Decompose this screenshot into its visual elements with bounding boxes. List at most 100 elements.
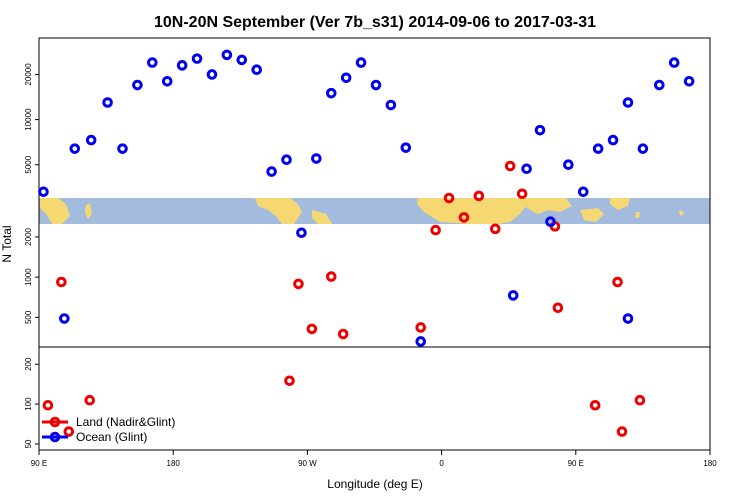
land-point bbox=[516, 188, 528, 200]
ocean-point bbox=[563, 159, 574, 171]
chart-title: 10N-20N September (Ver 7b_s31) 2014-09-0… bbox=[154, 14, 596, 31]
land-point bbox=[552, 302, 564, 314]
land-point bbox=[489, 223, 501, 235]
x-tick-label: 90 E bbox=[568, 459, 584, 468]
x-tick-label: 90 E bbox=[31, 459, 47, 468]
legend-ocean-label: Ocean (Glint) bbox=[76, 430, 147, 444]
x-tick-label: 90 W bbox=[298, 459, 317, 468]
ocean-point bbox=[296, 227, 307, 239]
x-axis-label: Longitude (deg E) bbox=[327, 477, 422, 491]
y-tick-label: 200 bbox=[24, 357, 33, 371]
ocean-point bbox=[668, 57, 680, 68]
ocean-point bbox=[385, 99, 397, 111]
x-tick-label: 180 bbox=[167, 459, 181, 468]
land-point bbox=[306, 323, 318, 335]
ocean-point bbox=[206, 69, 218, 80]
ocean-point bbox=[400, 142, 412, 153]
ocean-point bbox=[161, 76, 173, 87]
map-land bbox=[312, 210, 332, 224]
land-point bbox=[443, 192, 455, 204]
legend-land-marker bbox=[49, 416, 61, 428]
data-points bbox=[38, 49, 695, 437]
ocean-point bbox=[132, 79, 143, 91]
ocean-point bbox=[147, 57, 158, 68]
ocean-point bbox=[607, 134, 619, 146]
land-point bbox=[56, 276, 67, 288]
land-point bbox=[42, 399, 54, 411]
ocean-point bbox=[340, 72, 352, 84]
y-axis-label: N Total bbox=[0, 225, 14, 262]
y-tick-label: 2000 bbox=[24, 227, 33, 245]
plot-frame bbox=[38, 37, 711, 451]
ocean-point bbox=[370, 79, 382, 91]
ocean-point bbox=[683, 76, 695, 87]
ocean-point bbox=[221, 49, 233, 61]
x-tick-label: 0 bbox=[439, 459, 444, 468]
ocean-point bbox=[266, 166, 277, 177]
y-tick-label: 1000 bbox=[24, 268, 33, 286]
ocean-point bbox=[545, 216, 556, 228]
land-point bbox=[430, 224, 441, 236]
y-tick-label: 10000 bbox=[24, 108, 33, 131]
ocean-point bbox=[577, 186, 589, 198]
ocean-point bbox=[117, 143, 128, 154]
map-band bbox=[39, 198, 710, 224]
map-land bbox=[520, 198, 572, 214]
ocean-point bbox=[622, 97, 634, 108]
land-point bbox=[63, 426, 75, 437]
map-land bbox=[417, 198, 526, 224]
map-land bbox=[580, 208, 604, 222]
ocean-point bbox=[281, 154, 292, 166]
land-point bbox=[84, 394, 95, 406]
ocean-point bbox=[311, 153, 322, 164]
map-land bbox=[40, 198, 70, 224]
x-axis: 90 E 180 90 W 0 90 E 180 bbox=[31, 450, 717, 468]
land-point bbox=[284, 375, 295, 387]
map-land bbox=[85, 203, 92, 219]
y-axis: 5000 10000 20000 500 1000 2000 50 100 200 bbox=[24, 63, 39, 448]
land-point bbox=[504, 160, 516, 172]
ocean-point bbox=[251, 64, 263, 76]
ocean-point bbox=[355, 57, 367, 68]
land-point bbox=[415, 322, 427, 333]
ocean-point bbox=[85, 134, 97, 146]
ocean-point bbox=[507, 290, 519, 301]
y-tick-label: 500 bbox=[24, 310, 33, 324]
land-point bbox=[612, 276, 623, 288]
ocean-point bbox=[622, 313, 634, 324]
land-point bbox=[589, 399, 601, 411]
ocean-point bbox=[236, 54, 248, 66]
ocean-point bbox=[637, 143, 649, 154]
land-point bbox=[473, 190, 485, 202]
land-point bbox=[325, 271, 337, 282]
land-point bbox=[458, 212, 470, 223]
land-point bbox=[293, 278, 304, 290]
ocean-point bbox=[176, 60, 188, 71]
y-tick-label: 50 bbox=[24, 439, 33, 448]
map-land bbox=[610, 198, 630, 210]
ocean-point bbox=[592, 143, 604, 154]
land-point bbox=[634, 394, 646, 406]
ocean-point bbox=[191, 53, 203, 64]
ocean-point bbox=[415, 336, 427, 347]
land-point bbox=[337, 328, 349, 340]
y-tick-label: 20000 bbox=[24, 63, 33, 86]
ocean-point bbox=[102, 97, 113, 108]
map-land bbox=[635, 212, 640, 218]
map-land bbox=[255, 198, 302, 224]
ocean-point bbox=[38, 186, 49, 198]
ocean-point bbox=[59, 313, 70, 324]
legend-land-label: Land (Nadir&Glint) bbox=[76, 415, 175, 429]
y-tick-label: 5000 bbox=[24, 155, 33, 173]
land-point bbox=[616, 426, 628, 437]
y-tick-label: 100 bbox=[24, 397, 33, 411]
map-ocean bbox=[39, 198, 710, 224]
map-land bbox=[679, 210, 684, 216]
ocean-point bbox=[69, 143, 81, 154]
ocean-point bbox=[534, 124, 546, 136]
ocean-point bbox=[325, 87, 337, 99]
ocean-point bbox=[654, 79, 665, 91]
legend-ocean-marker bbox=[49, 431, 61, 443]
ocean-point bbox=[521, 163, 532, 175]
